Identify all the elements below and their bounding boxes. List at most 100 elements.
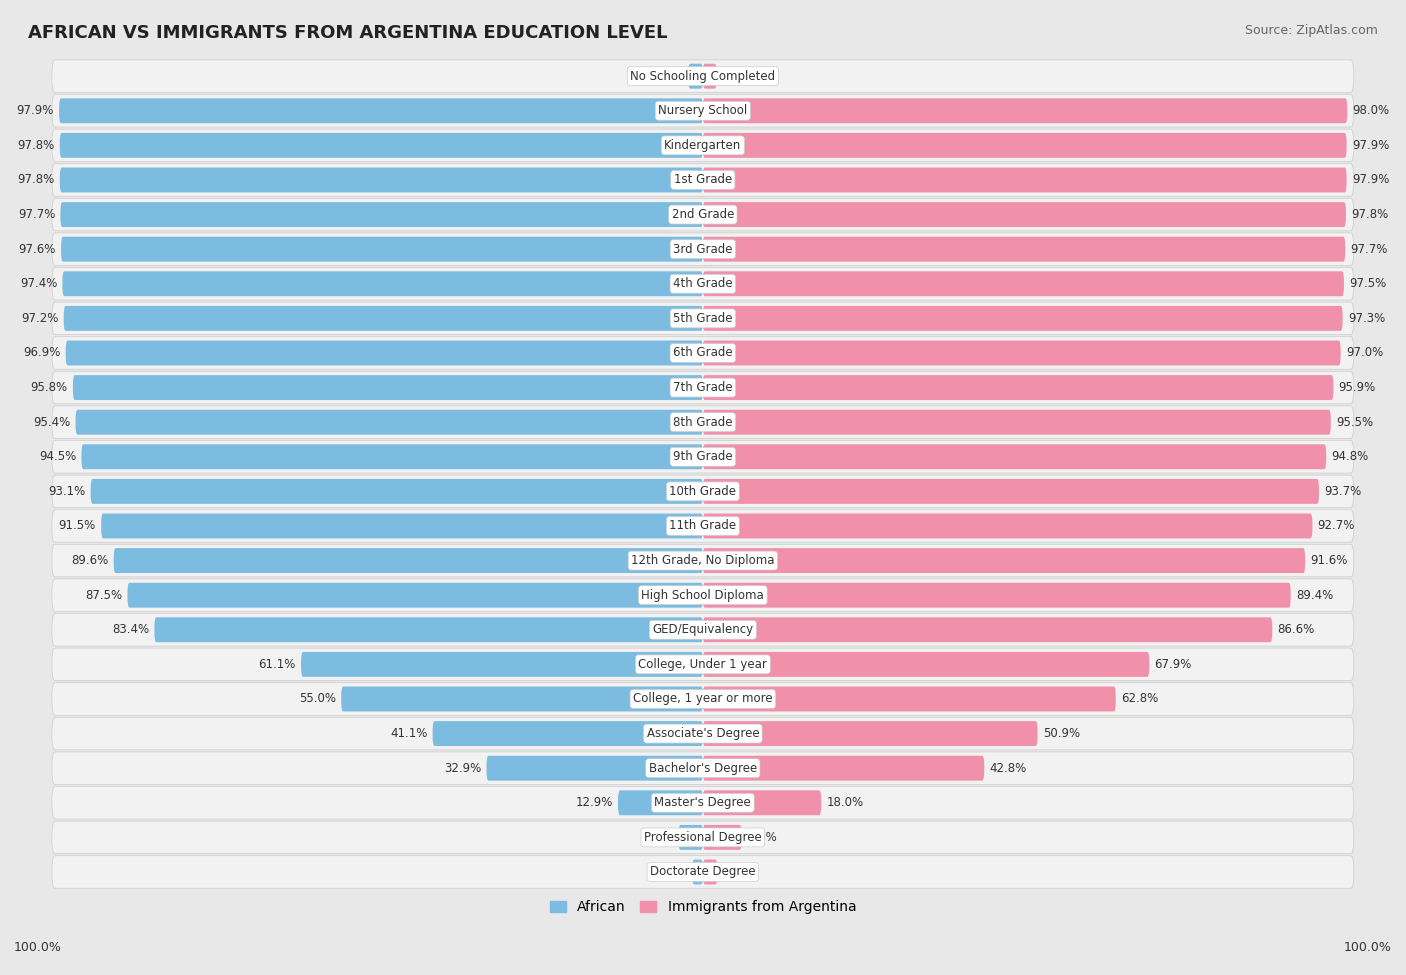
Text: 96.9%: 96.9% <box>22 346 60 360</box>
Text: 41.1%: 41.1% <box>389 727 427 740</box>
Text: 3rd Grade: 3rd Grade <box>673 243 733 255</box>
FancyBboxPatch shape <box>703 375 1333 400</box>
FancyBboxPatch shape <box>52 613 1354 646</box>
Text: 67.9%: 67.9% <box>1154 658 1192 671</box>
FancyBboxPatch shape <box>76 410 703 435</box>
Text: High School Diploma: High School Diploma <box>641 589 765 602</box>
FancyBboxPatch shape <box>60 237 703 261</box>
Text: 97.0%: 97.0% <box>1346 346 1384 360</box>
Text: 42.8%: 42.8% <box>990 761 1026 775</box>
FancyBboxPatch shape <box>52 718 1354 750</box>
Text: 91.5%: 91.5% <box>59 520 96 532</box>
FancyBboxPatch shape <box>82 445 703 469</box>
Text: 86.6%: 86.6% <box>1278 623 1315 637</box>
Text: GED/Equivalency: GED/Equivalency <box>652 623 754 637</box>
FancyBboxPatch shape <box>703 202 1346 227</box>
Text: 10th Grade: 10th Grade <box>669 485 737 498</box>
Text: 62.8%: 62.8% <box>1121 692 1159 706</box>
Text: 50.9%: 50.9% <box>1043 727 1080 740</box>
FancyBboxPatch shape <box>342 686 703 712</box>
FancyBboxPatch shape <box>703 686 1116 712</box>
Text: 97.6%: 97.6% <box>18 243 56 255</box>
Text: AFRICAN VS IMMIGRANTS FROM ARGENTINA EDUCATION LEVEL: AFRICAN VS IMMIGRANTS FROM ARGENTINA EDU… <box>28 24 668 42</box>
FancyBboxPatch shape <box>52 752 1354 785</box>
FancyBboxPatch shape <box>155 617 703 643</box>
FancyBboxPatch shape <box>486 756 703 781</box>
Text: 2.2%: 2.2% <box>723 866 752 878</box>
FancyBboxPatch shape <box>703 410 1331 435</box>
FancyBboxPatch shape <box>703 98 1347 123</box>
Text: Professional Degree: Professional Degree <box>644 831 762 844</box>
FancyBboxPatch shape <box>52 302 1354 334</box>
FancyBboxPatch shape <box>52 371 1354 404</box>
FancyBboxPatch shape <box>689 63 703 89</box>
FancyBboxPatch shape <box>703 445 1326 469</box>
FancyBboxPatch shape <box>52 164 1354 196</box>
FancyBboxPatch shape <box>692 860 703 884</box>
FancyBboxPatch shape <box>59 98 703 123</box>
FancyBboxPatch shape <box>52 95 1354 127</box>
FancyBboxPatch shape <box>66 340 703 366</box>
Text: 97.8%: 97.8% <box>17 138 55 152</box>
FancyBboxPatch shape <box>703 548 1305 573</box>
Text: 2.1%: 2.1% <box>721 69 752 83</box>
Text: 97.5%: 97.5% <box>1350 277 1386 291</box>
FancyBboxPatch shape <box>703 825 741 850</box>
FancyBboxPatch shape <box>52 544 1354 577</box>
Text: 6th Grade: 6th Grade <box>673 346 733 360</box>
Text: 18.0%: 18.0% <box>827 797 863 809</box>
Text: 55.0%: 55.0% <box>299 692 336 706</box>
Text: 100.0%: 100.0% <box>14 941 62 954</box>
FancyBboxPatch shape <box>52 475 1354 508</box>
FancyBboxPatch shape <box>703 133 1347 158</box>
Text: 3.7%: 3.7% <box>644 831 673 844</box>
Text: 97.9%: 97.9% <box>1351 138 1389 152</box>
Text: 9th Grade: 9th Grade <box>673 450 733 463</box>
Text: 100.0%: 100.0% <box>1344 941 1392 954</box>
Text: 2.2%: 2.2% <box>654 69 683 83</box>
Text: 1st Grade: 1st Grade <box>673 174 733 186</box>
Text: 89.4%: 89.4% <box>1296 589 1333 602</box>
FancyBboxPatch shape <box>679 825 703 850</box>
Text: Associate's Degree: Associate's Degree <box>647 727 759 740</box>
FancyBboxPatch shape <box>703 63 717 89</box>
FancyBboxPatch shape <box>60 168 703 192</box>
FancyBboxPatch shape <box>52 510 1354 542</box>
Text: 95.8%: 95.8% <box>31 381 67 394</box>
Text: 2nd Grade: 2nd Grade <box>672 208 734 221</box>
Text: Kindergarten: Kindergarten <box>664 138 741 152</box>
Text: Bachelor's Degree: Bachelor's Degree <box>648 761 756 775</box>
Text: 89.6%: 89.6% <box>72 554 108 567</box>
Text: College, 1 year or more: College, 1 year or more <box>633 692 773 706</box>
Text: 4th Grade: 4th Grade <box>673 277 733 291</box>
Text: 97.8%: 97.8% <box>17 174 55 186</box>
FancyBboxPatch shape <box>703 617 1272 643</box>
Text: Doctorate Degree: Doctorate Degree <box>650 866 755 878</box>
FancyBboxPatch shape <box>62 271 703 296</box>
Text: Master's Degree: Master's Degree <box>654 797 751 809</box>
Text: Source: ZipAtlas.com: Source: ZipAtlas.com <box>1244 24 1378 37</box>
Text: 97.7%: 97.7% <box>18 208 55 221</box>
FancyBboxPatch shape <box>703 791 821 815</box>
FancyBboxPatch shape <box>52 787 1354 819</box>
FancyBboxPatch shape <box>90 479 703 504</box>
FancyBboxPatch shape <box>703 860 717 884</box>
FancyBboxPatch shape <box>52 579 1354 611</box>
Text: 61.1%: 61.1% <box>259 658 295 671</box>
Text: 97.7%: 97.7% <box>1351 243 1388 255</box>
FancyBboxPatch shape <box>52 406 1354 439</box>
FancyBboxPatch shape <box>60 202 703 227</box>
FancyBboxPatch shape <box>52 821 1354 854</box>
Text: 92.7%: 92.7% <box>1317 520 1355 532</box>
FancyBboxPatch shape <box>703 722 1038 746</box>
FancyBboxPatch shape <box>703 479 1319 504</box>
Text: 7th Grade: 7th Grade <box>673 381 733 394</box>
Text: 11th Grade: 11th Grade <box>669 520 737 532</box>
FancyBboxPatch shape <box>52 198 1354 231</box>
Text: 97.9%: 97.9% <box>1351 174 1389 186</box>
Text: Nursery School: Nursery School <box>658 104 748 117</box>
FancyBboxPatch shape <box>63 306 703 331</box>
Text: 91.6%: 91.6% <box>1310 554 1348 567</box>
Text: 87.5%: 87.5% <box>86 589 122 602</box>
Text: 97.4%: 97.4% <box>20 277 58 291</box>
